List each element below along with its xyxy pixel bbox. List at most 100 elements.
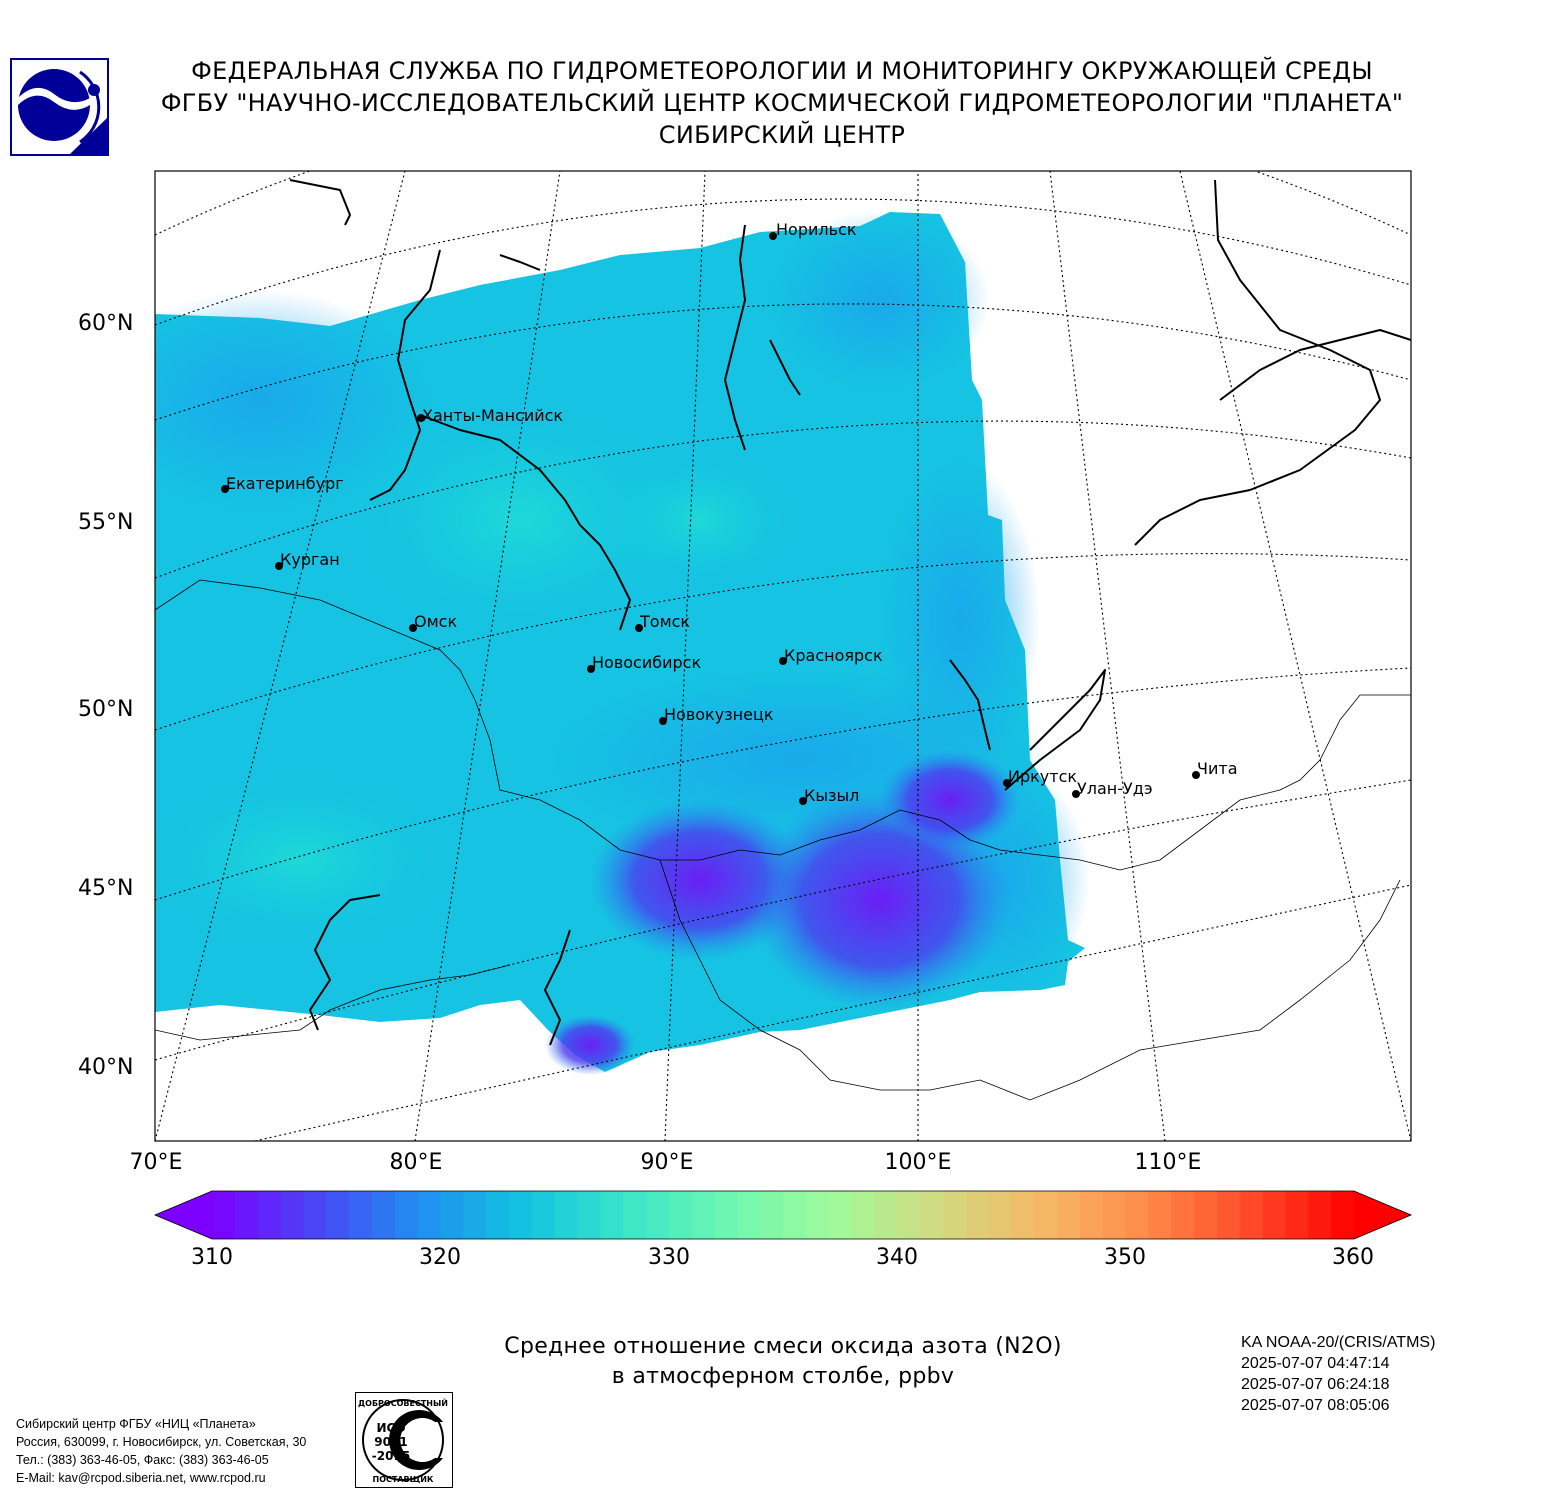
colorbar-segment [760, 1191, 784, 1239]
footer-line: Россия, 630099, г. Новосибирск, ул. Сове… [16, 1435, 307, 1449]
iso-badge-bottom: ПОСТАВЩИК [373, 1475, 434, 1484]
city-label: Екатеринбург [226, 474, 344, 493]
iso-badge-text: -2015 [372, 1449, 410, 1463]
lat-label-55: 55°N [78, 510, 134, 535]
city-marker [659, 717, 667, 725]
city-label: Томск [639, 612, 690, 631]
header-line-1: ФЕДЕРАЛЬНАЯ СЛУЖБА ПО ГИДРОМЕТЕОРОЛОГИИ … [191, 57, 1373, 85]
title-line-2: в атмосферном столбе, ppbv [611, 1364, 955, 1389]
colorbar-segment [371, 1191, 396, 1239]
city-label: Красноярск [784, 646, 883, 665]
colorbar-segment [1331, 1191, 1355, 1239]
satellite-name: KA NOAA-20/(CRIS/ATMS) [1241, 1334, 1436, 1351]
lon-label-80: 80°E [389, 1150, 443, 1175]
colorbar-segment [600, 1191, 624, 1239]
colorbar-segment [1216, 1191, 1241, 1239]
colorbar-segment [874, 1191, 898, 1239]
colorbar-segment [463, 1191, 487, 1239]
colorbar-segment [1125, 1191, 1150, 1239]
city-marker [769, 232, 777, 240]
colorbar-segment [1308, 1191, 1332, 1239]
city-marker [587, 665, 595, 673]
colorbar-segment [531, 1191, 556, 1239]
city-label: Улан-Удэ [1077, 779, 1153, 798]
colorbar-tick: 320 [419, 1245, 461, 1270]
city-label: Норильск [776, 220, 857, 239]
city-labels: Норильск Ханты-Мансийск Екатеринбург Кур… [226, 220, 1238, 805]
colorbar-segment [577, 1191, 601, 1239]
colorbar-segment [920, 1191, 944, 1239]
title-line-1: Среднее отношение смеси оксида азота (N2… [504, 1334, 1062, 1359]
footer-line: Тел.: (383) 363-46-05, Факс: (383) 363-4… [16, 1453, 269, 1467]
map-frame [154, 170, 1412, 1142]
colorbar-segment [234, 1191, 259, 1239]
colorbar-segment [486, 1191, 510, 1239]
colorbar-segment [394, 1191, 419, 1239]
colorbar-segment [828, 1191, 853, 1239]
colorbar-segment [1057, 1191, 1081, 1239]
city-label: Чита [1197, 759, 1238, 778]
cyan-region [600, 450, 800, 590]
colorbar-segment [645, 1191, 670, 1239]
colorbar-max-arrow [1354, 1191, 1411, 1239]
colorbar-tick: 330 [648, 1245, 690, 1270]
city-label: Кызыл [804, 786, 859, 805]
lon-label-90: 90°E [640, 1150, 694, 1175]
lat-label-40: 40°N [78, 1055, 134, 1080]
colorbar-segment [1102, 1191, 1127, 1239]
colorbar-segment [965, 1191, 990, 1239]
footer-line: E-Mail: kav@rcpod.siberia.net, www.rcpod… [16, 1471, 266, 1485]
lon-label-70: 70°E [129, 1150, 183, 1175]
colorbar-min-arrow [155, 1191, 212, 1239]
footer-line: Сибирский центр ФГБУ «НИЦ «Планета» [16, 1417, 256, 1431]
colorbar-segment [326, 1191, 350, 1239]
colorbar-segment [737, 1191, 761, 1239]
city-marker [1072, 790, 1080, 798]
colorbar-segment [554, 1191, 579, 1239]
city-marker [1192, 771, 1200, 779]
colorbar-tick: 340 [876, 1245, 918, 1270]
lon-label-100: 100°E [884, 1150, 952, 1175]
city-label: Новосибирск [592, 653, 701, 672]
borders [155, 579, 1411, 1101]
colorbar-segment [668, 1191, 693, 1239]
city-marker [779, 657, 787, 665]
blue-region [155, 290, 430, 510]
iso-badge-top: ДОБРОСОВЕСТНЫЙ [358, 1397, 448, 1408]
colorbar-segment [714, 1191, 738, 1239]
colorbar-segment [897, 1191, 921, 1239]
graticule [155, 171, 1411, 1141]
low-value-region [880, 750, 1020, 850]
city-markers [221, 232, 1200, 805]
cyan-region [350, 400, 690, 640]
colorbar-segment [783, 1191, 807, 1239]
iso-badge-text: 9001 [374, 1435, 407, 1449]
colorbar-segment [257, 1191, 282, 1239]
header-line-2: ФГБУ "НАУЧНО-ИССЛЕДОВАТЕЛЬСКИЙ ЦЕНТР КОС… [160, 89, 1404, 117]
city-marker [799, 797, 807, 805]
colorbar-segment [1194, 1191, 1218, 1239]
colorbar-tick: 350 [1104, 1245, 1146, 1270]
pass-time: 2025-07-07 08:05:06 [1241, 1397, 1390, 1414]
cyan-region [155, 770, 460, 950]
colorbar-band [212, 1191, 1355, 1239]
colorbar-tick: 360 [1332, 1245, 1374, 1270]
iso-badge-text: ИСО [376, 1421, 405, 1435]
figure-title: Среднее отношение смеси оксида азота (N2… [390, 1332, 1176, 1392]
city-marker [409, 624, 417, 632]
pass-time: 2025-07-07 04:47:14 [1241, 1355, 1390, 1372]
colorbar-segment [440, 1191, 464, 1239]
lat-label-45: 45°N [78, 876, 134, 901]
city-marker [221, 485, 229, 493]
colorbar-segment [623, 1191, 647, 1239]
city-label: Ханты-Мансийск [422, 406, 563, 425]
header: ФЕДЕРАЛЬНАЯ СЛУЖБА ПО ГИДРОМЕТЕОРОЛОГИИ … [130, 55, 1434, 151]
colorbar-segment [1034, 1191, 1058, 1239]
colorbar-segment [1285, 1191, 1309, 1239]
colorbar-segment [508, 1191, 533, 1239]
colorbar-segment [942, 1191, 967, 1239]
colorbar-segment [851, 1191, 875, 1239]
colorbar-segment [280, 1191, 304, 1239]
city-marker [635, 624, 643, 632]
